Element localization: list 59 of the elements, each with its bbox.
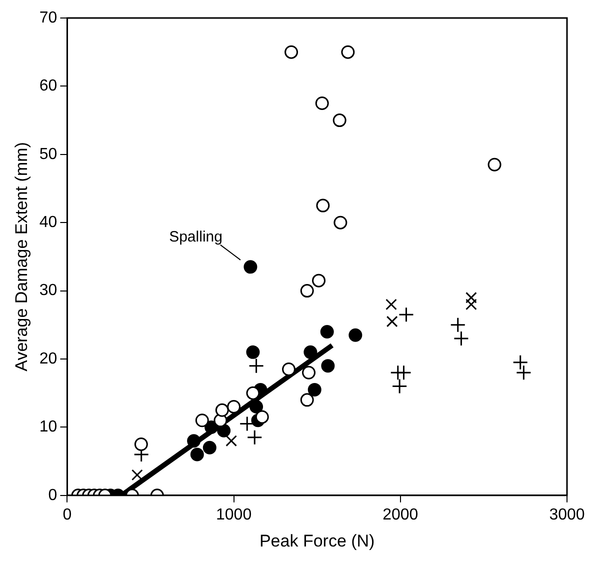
point xyxy=(308,382,322,396)
point xyxy=(332,114,346,128)
point xyxy=(453,330,469,346)
point xyxy=(187,434,201,448)
point xyxy=(202,440,216,454)
point xyxy=(190,448,204,462)
y-tick-label: 70 xyxy=(39,9,58,26)
point xyxy=(195,414,209,428)
x-tick-label: 2000 xyxy=(382,506,418,524)
point xyxy=(312,274,326,288)
point xyxy=(341,45,355,59)
y-tick-label: 20 xyxy=(39,350,58,368)
point xyxy=(246,345,260,359)
point xyxy=(302,366,316,380)
point xyxy=(215,403,229,417)
x-tick-label: 1000 xyxy=(216,506,252,524)
x-axis-title: Peak Force (N) xyxy=(259,531,375,550)
point xyxy=(348,328,362,342)
point xyxy=(315,96,329,110)
point xyxy=(516,364,532,380)
point xyxy=(282,362,296,376)
y-axis-title: Average Damage Extent (mm) xyxy=(12,142,31,372)
point xyxy=(320,324,334,338)
point xyxy=(227,400,241,414)
point xyxy=(246,386,260,400)
point xyxy=(255,410,269,424)
point xyxy=(450,317,466,333)
point xyxy=(300,284,314,298)
point xyxy=(316,198,330,212)
y-tick-label: 10 xyxy=(39,418,58,436)
point xyxy=(386,298,397,310)
point xyxy=(392,378,408,394)
y-tick-label: 40 xyxy=(39,214,58,232)
point xyxy=(321,359,335,373)
point xyxy=(396,364,412,380)
point xyxy=(304,345,318,359)
annotation: Spalling xyxy=(169,228,222,246)
point xyxy=(300,393,314,407)
point xyxy=(134,438,148,451)
point xyxy=(217,424,231,438)
point xyxy=(246,430,262,446)
point xyxy=(226,435,237,447)
point xyxy=(244,260,258,274)
point xyxy=(239,416,255,432)
point xyxy=(250,400,264,414)
y-tick-label: 50 xyxy=(39,146,58,163)
point xyxy=(131,469,143,481)
x-tick-label: 3000 xyxy=(549,506,585,524)
x-tick-label: 0 xyxy=(62,506,72,524)
point xyxy=(386,316,398,328)
point xyxy=(488,158,502,172)
point xyxy=(334,216,348,230)
y-tick-label: 60 xyxy=(39,78,58,95)
y-tick-label: 0 xyxy=(48,486,58,504)
point xyxy=(512,354,528,370)
point xyxy=(398,306,414,322)
point xyxy=(248,358,264,374)
y-tick-label: 30 xyxy=(39,282,58,300)
point xyxy=(284,45,298,59)
